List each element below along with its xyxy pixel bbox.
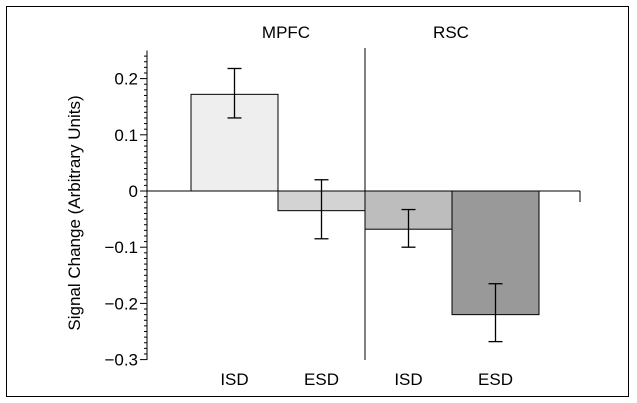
group-title: MPFC — [262, 23, 310, 42]
y-tick-label: 0 — [129, 182, 138, 201]
category-label: ESD — [304, 370, 339, 389]
y-tick-label: −0.2 — [104, 294, 138, 313]
category-label: ISD — [394, 370, 422, 389]
bars — [190, 67, 540, 343]
labels: 0.2 0.1 0 −0.1 −0.2 −0.3 ISD ESD ISD ESD MPFC RSC — [104, 23, 513, 389]
group-title: RSC — [433, 23, 469, 42]
y-tick-label: 0.2 — [114, 70, 138, 89]
y-axis-label: Signal Change (Arbitrary Units) — [65, 95, 84, 330]
category-label: ESD — [478, 370, 513, 389]
y-tick-label: 0.1 — [114, 126, 138, 145]
category-label: ISD — [220, 370, 248, 389]
y-tick-label: −0.3 — [104, 351, 138, 370]
y-tick-label: −0.1 — [104, 238, 138, 257]
